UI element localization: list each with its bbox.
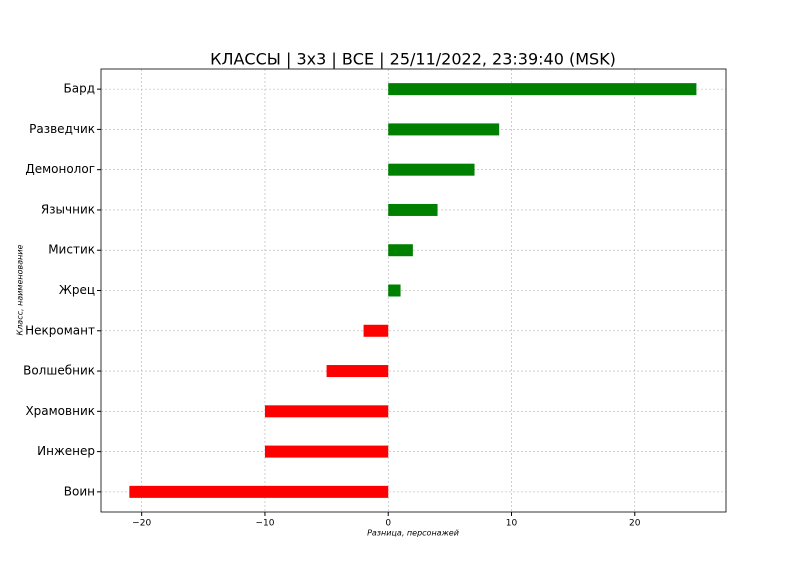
- y-tick-label: Бард: [64, 82, 96, 96]
- bar: [264, 405, 389, 418]
- x-tick-label: 20: [629, 519, 641, 529]
- bar: [363, 324, 389, 337]
- x-tick-label: −10: [255, 519, 274, 529]
- y-tick-label: Воин: [64, 484, 95, 498]
- y-tick-label: Разведчик: [29, 122, 95, 136]
- y-tick-label: Язычник: [41, 202, 95, 216]
- y-tick-label: Демонолог: [25, 162, 95, 176]
- bar: [388, 284, 401, 297]
- y-tick-label: Волшебник: [23, 364, 95, 378]
- y-tick-label: Храмовник: [25, 404, 95, 418]
- bar: [388, 244, 413, 257]
- bar: [388, 163, 475, 176]
- x-tick-label: 10: [506, 519, 518, 529]
- y-axis-label: Класс, наименование: [16, 244, 25, 335]
- y-tick-label: Некромант: [25, 323, 95, 337]
- x-tick-label: −20: [132, 519, 151, 529]
- bar: [326, 365, 389, 378]
- y-tick-label: Мистик: [48, 243, 95, 257]
- bar: [388, 203, 438, 216]
- plot-frame: [100, 68, 727, 513]
- bar: [129, 485, 389, 498]
- bar: [388, 83, 697, 96]
- x-axis-label: Разница, персонажей: [367, 529, 459, 538]
- x-tick-label: 0: [385, 519, 391, 529]
- bar: [264, 445, 389, 458]
- y-tick-label: Инженер: [37, 444, 95, 458]
- chart-title: КЛАССЫ | 3x3 | ВСЕ | 25/11/2022, 23:39:4…: [210, 50, 616, 69]
- bar: [388, 123, 500, 136]
- y-tick-label: Жрец: [59, 283, 95, 297]
